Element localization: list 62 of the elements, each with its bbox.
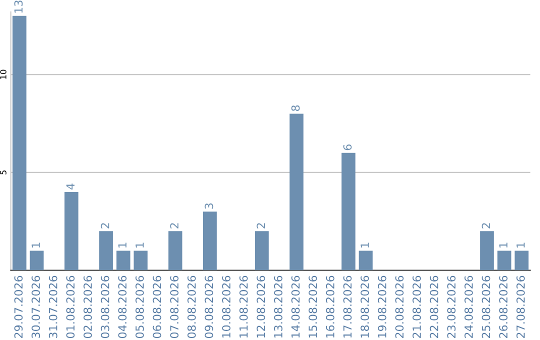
x-tick-label: 25.08.2026 [482,276,490,338]
bar [134,250,148,270]
data-label: 1 [32,242,40,248]
x-tick-label: 26.08.2026 [499,276,508,338]
bar [497,250,512,270]
bar [203,212,217,270]
bar [514,250,529,270]
data-label: 1 [360,242,369,248]
x-tick-label: 11.08.2026 [239,276,248,338]
data-label: 1 [499,242,508,248]
bar [480,231,494,270]
x-tick-label: 03.08.2026 [100,276,110,338]
data-label: 4 [66,184,74,190]
data-label: 3 [204,203,214,209]
x-tick-label: 05.08.2026 [135,276,144,338]
data-label: 2 [482,223,490,228]
y-tick-label: 10 [0,70,6,79]
x-tick-label: 06.08.2026 [152,276,162,338]
x-tick-label: 19.08.2026 [378,276,386,338]
data-label: 2 [256,223,265,228]
data-label: 1 [118,242,126,248]
x-tick-label: 21.08.2026 [412,276,421,338]
data-label: 6 [343,144,352,150]
bar [12,16,26,270]
x-tick-label: 15.08.2026 [308,276,318,338]
data-label: 1 [136,242,144,248]
bar [342,152,356,270]
x-tick-label: 23.08.2026 [447,276,456,338]
x-tick-label: 13.08.2026 [274,276,282,338]
data-label: 1 [516,242,525,248]
data-label: 8 [291,105,300,111]
x-tick-label: 08.08.2026 [187,276,196,338]
x-tick-label: 16.08.2026 [326,276,334,338]
data-label: 2 [100,223,110,228]
x-tick-label: 07.08.2026 [170,276,179,338]
x-tick-label: 18.08.2026 [360,276,369,338]
data-label: 2 [170,223,178,228]
bar [116,250,130,270]
bar [254,231,269,270]
y-tick-label: 5 [0,170,6,174]
bar [358,250,373,270]
x-tick-label: 04.08.2026 [118,276,127,338]
x-tick-label: 12.08.2026 [256,276,266,338]
x-tick-label: 02.08.2026 [84,276,92,338]
bar [290,114,304,270]
bar [30,250,44,270]
x-tick-label: 31.07.2026 [48,276,58,338]
x-tick-label: 14.08.2026 [291,276,300,338]
bar [99,231,113,270]
x-tick-label: 17.08.2026 [343,276,352,338]
data-label: 13 [14,0,23,13]
x-tick-label: 09.08.2026 [204,276,214,338]
x-tick-label: 30.07.2026 [32,276,40,338]
bar [168,231,182,270]
x-tick-label: 20.08.2026 [395,276,404,338]
x-tick-label: 29.07.2026 [14,276,23,338]
x-tick-label: 22.08.2026 [430,276,438,338]
x-tick-label: 01.08.2026 [66,276,75,338]
bar [64,192,78,270]
x-tick-label: 27.08.2026 [516,276,525,338]
x-tick-label: 24.08.2026 [464,276,473,338]
x-tick-label: 10.08.2026 [222,276,230,338]
